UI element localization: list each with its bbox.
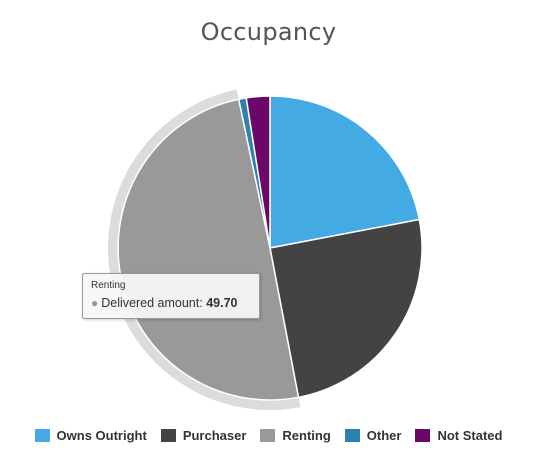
tooltip: Renting ● Delivered amount: 49.70 <box>82 273 260 319</box>
legend-item-purchaser[interactable]: Purchaser <box>160 428 247 443</box>
legend-label: Other <box>366 428 402 443</box>
legend-swatch <box>260 429 276 442</box>
legend-item-not-stated[interactable]: Not Stated <box>415 428 502 443</box>
tooltip-value: 49.70 <box>206 296 238 310</box>
legend-label: Renting <box>282 428 331 443</box>
legend-item-owns-outright[interactable]: Owns Outright <box>34 428 147 443</box>
legend-label: Owns Outright <box>56 428 147 443</box>
pie-slice-not-stated[interactable] <box>245 95 271 249</box>
tooltip-row: ● Delivered amount: 49.70 <box>91 296 251 311</box>
legend-swatch <box>344 429 360 442</box>
pie-slice-owns-outright[interactable] <box>269 95 421 249</box>
legend-swatch <box>415 429 431 442</box>
legend-item-renting[interactable]: Renting <box>260 428 331 443</box>
legend-label: Not Stated <box>437 428 503 443</box>
tooltip-title: Renting <box>91 280 126 291</box>
legend-item-other[interactable]: Other <box>344 428 402 443</box>
legend-swatch <box>160 429 176 442</box>
tooltip-series-label: Delivered amount: <box>101 296 203 310</box>
pie-chart <box>107 89 423 411</box>
legend: Owns Outright Purchaser Renting Other Not St… <box>0 428 537 443</box>
legend-label: Purchaser <box>182 428 247 443</box>
tooltip-dot-icon: ● <box>91 296 99 310</box>
chart-title: Occupancy <box>200 18 337 46</box>
pie-slice-purchaser[interactable] <box>269 218 423 399</box>
legend-swatch <box>34 429 50 442</box>
